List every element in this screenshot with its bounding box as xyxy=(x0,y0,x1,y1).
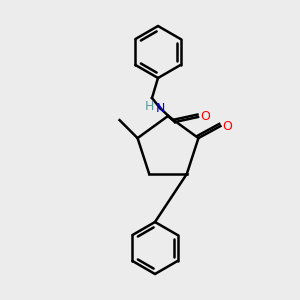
Text: N: N xyxy=(155,101,165,115)
Text: O: O xyxy=(223,120,232,133)
Text: H: H xyxy=(144,100,154,113)
Text: O: O xyxy=(200,110,210,124)
